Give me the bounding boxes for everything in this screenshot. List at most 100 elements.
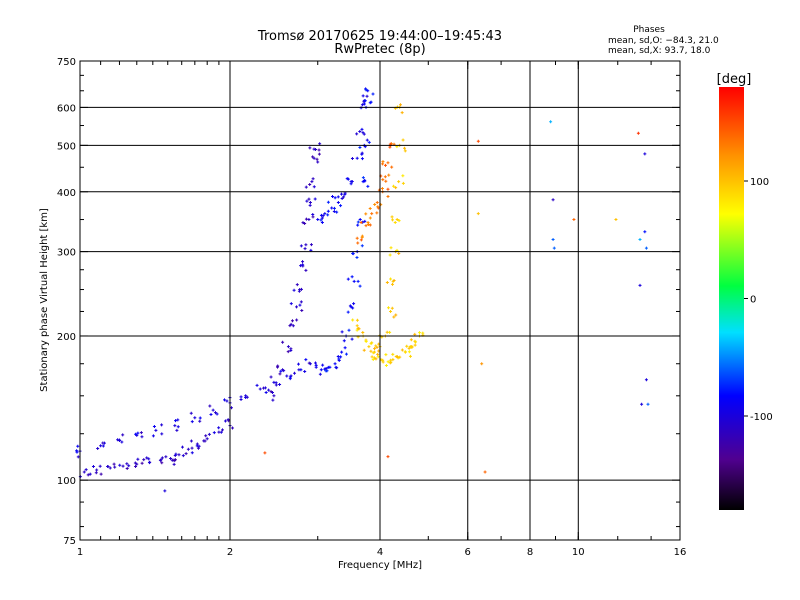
data-point [291, 324, 295, 328]
data-point-scatter [346, 177, 350, 181]
data-point-scatter [313, 197, 317, 201]
data-point-scatter [371, 358, 375, 362]
isolated-point [163, 489, 167, 493]
data-point-scatter [301, 260, 305, 264]
data-point-scatter [267, 388, 271, 392]
data-point-scatter [366, 184, 370, 188]
data-point-scatter [196, 446, 200, 450]
axis-ticks: 1 2 4 6 8 10 16 75 100 200 300 400 500 600 750 [57, 57, 686, 558]
data-point [121, 464, 125, 468]
data-point-scatter [172, 462, 176, 466]
data-point-scatter [304, 268, 308, 272]
isolated-point [644, 378, 648, 382]
data-point-scatter [361, 176, 365, 180]
data-point-scatter [133, 461, 137, 465]
data-point-scatter [355, 132, 359, 136]
data-point [389, 309, 393, 313]
data-point-scatter [403, 149, 407, 153]
data-point-scatter [388, 253, 392, 257]
data-point-scatter [347, 328, 351, 332]
data-point-scatter [304, 358, 308, 362]
data-point [366, 89, 370, 93]
data-point-scatter [289, 302, 293, 306]
data-point-scatter [96, 447, 100, 451]
data-point [186, 447, 190, 451]
data-point-scatter [335, 366, 339, 370]
data-point-scatter [368, 101, 372, 105]
data-point-scatter [326, 200, 330, 204]
x-tick-label: 8 [527, 547, 533, 558]
data-point [308, 200, 312, 204]
data-point [272, 394, 276, 398]
data-point-scatter [184, 452, 188, 456]
data-point-scatter [221, 428, 224, 432]
data-point-scatter [403, 146, 407, 150]
data-point-scatter [147, 457, 151, 461]
data-point-scatter [386, 306, 390, 310]
data-point-scatter [314, 361, 318, 365]
data-point-scatter [352, 302, 356, 306]
data-point-scatter [358, 145, 362, 149]
data-point-scatter [368, 216, 372, 220]
data-point-scatter [358, 284, 362, 288]
data-point-scatter [300, 309, 304, 313]
data-point-scatter [355, 318, 359, 322]
data-point-scatter [368, 223, 372, 227]
data-point-scatter [316, 160, 320, 164]
data-point-scatter [381, 178, 385, 182]
data-point [386, 161, 390, 165]
data-point-scatter [189, 439, 193, 443]
data-point-scatter [134, 465, 138, 469]
data-point [364, 224, 368, 228]
y-tick-label: 400 [57, 188, 76, 199]
data-point [375, 200, 379, 204]
data-point-scatter [125, 466, 129, 470]
data-point-scatter [174, 419, 178, 423]
data-point-scatter [98, 464, 102, 468]
data-point-scatter [333, 196, 337, 200]
data-point [333, 362, 337, 366]
data-point-scatter [320, 220, 324, 224]
isolated-point [636, 131, 640, 135]
isolated-point [549, 120, 553, 124]
data-point-scatter [99, 472, 103, 476]
isolated-point [551, 237, 555, 241]
data-point-scatter [392, 278, 396, 282]
data-point-scatter [386, 187, 390, 191]
scatter-points [75, 87, 650, 493]
data-point-scatter [363, 219, 367, 223]
data-point [370, 212, 374, 216]
data-point-scatter [398, 103, 402, 107]
data-point-scatter [212, 431, 216, 435]
data-point-scatter [278, 372, 282, 376]
data-point-scatter [303, 221, 307, 225]
data-point [330, 206, 334, 210]
data-point-scatter [374, 357, 378, 361]
data-point-scatter [332, 206, 336, 210]
data-point-scatter [311, 155, 315, 159]
x-tick-label: 10 [572, 547, 585, 558]
data-point-scatter [361, 330, 365, 334]
data-point-scatter [101, 441, 105, 445]
data-point-scatter [120, 440, 124, 444]
data-point-scatter [289, 348, 293, 352]
data-point-scatter [346, 310, 350, 314]
data-point-scatter [360, 157, 364, 161]
data-point-scatter [413, 332, 417, 336]
data-point-scatter [376, 355, 380, 359]
data-point [286, 345, 290, 349]
data-point-scatter [364, 340, 368, 344]
data-point-scatter [245, 395, 249, 399]
data-point-scatter [340, 192, 344, 196]
data-point-scatter [370, 341, 374, 345]
colorbar-label: [deg] [717, 72, 752, 87]
data-point-scatter [295, 318, 299, 322]
data-point [169, 456, 173, 460]
data-point [108, 466, 112, 470]
data-point-scatter [337, 357, 341, 361]
data-point-scatter [159, 458, 163, 462]
data-point-scatter [160, 456, 164, 460]
data-point-scatter [384, 179, 388, 183]
data-point-scatter [387, 173, 391, 177]
data-point-scatter [134, 432, 138, 436]
